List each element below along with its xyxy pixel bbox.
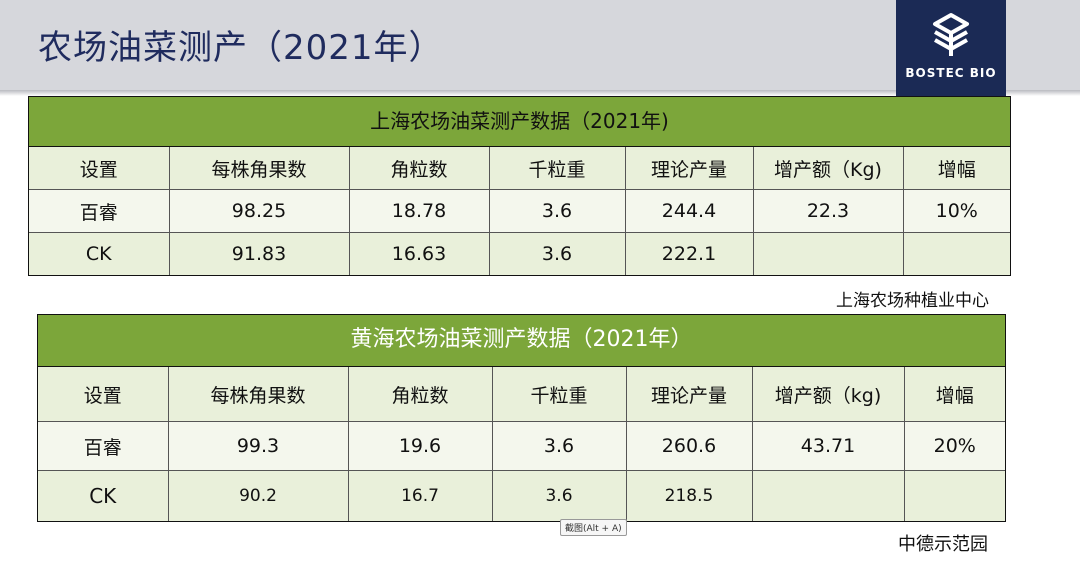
huanghai-yield-table: 黄海农场油菜测产数据（2021年） 设置 每株角果数 角粒数 千粒重 理论产量 … <box>37 314 1006 522</box>
page-title: 农场油菜测产（2021年） <box>38 28 444 68</box>
table-cell: 22.3 <box>752 189 904 233</box>
column-header: 角粒数 <box>348 147 490 190</box>
column-header: 理论产量 <box>624 147 754 190</box>
column-header: 理论产量 <box>625 367 753 422</box>
table-cell: 3.6 <box>491 421 627 471</box>
table-cell: 10% <box>902 189 1010 233</box>
column-header: 千粒重 <box>491 367 627 422</box>
table-cell: 3.6 <box>491 470 627 521</box>
table-row: CK 91.83 16.63 3.6 222.1 <box>29 232 1010 275</box>
shanghai-yield-table: 上海农场油菜测产数据（2021年) 设置 每株角果数 角粒数 千粒重 理论产量 … <box>28 96 1011 276</box>
table-cell: 218.5 <box>625 470 753 521</box>
table-header-row: 设置 每株角果数 角粒数 千粒重 理论产量 增产额（Kg) 增幅 <box>29 147 1010 190</box>
table-cell: 222.1 <box>624 232 754 275</box>
table-cell: 20% <box>903 421 1005 471</box>
table-cell: 99.3 <box>167 421 349 471</box>
table-cell: 90.2 <box>167 470 349 521</box>
table-cell: 260.6 <box>625 421 753 471</box>
table-row: 百睿 98.25 18.78 3.6 244.4 22.3 10% <box>29 189 1010 233</box>
table-cell: 18.78 <box>348 189 490 233</box>
table-cell: 百睿 <box>29 189 170 233</box>
table-row: CK 90.2 16.7 3.6 218.5 <box>38 470 1005 521</box>
table-cell: 98.25 <box>168 189 350 233</box>
column-header: 增产额（Kg) <box>752 147 904 190</box>
logo-icon <box>933 13 969 56</box>
column-header: 千粒重 <box>488 147 626 190</box>
data-table: 设置 每株角果数 角粒数 千粒重 理论产量 增产额（kg) 增幅 百睿 99.3… <box>38 367 1005 521</box>
data-table: 设置 每株角果数 角粒数 千粒重 理论产量 增产额（Kg) 增幅 百睿 98.2… <box>29 147 1010 275</box>
table-cell <box>751 470 905 521</box>
table-cell: 3.6 <box>488 232 626 275</box>
table-cell: 91.83 <box>168 232 350 275</box>
table-cell: CK <box>29 232 170 275</box>
company-logo: BOSTEC BIO <box>896 0 1006 96</box>
source-note: 中德示范园 <box>898 534 988 555</box>
table-cell: CK <box>38 470 169 521</box>
table-cell: 244.4 <box>624 189 754 233</box>
table-cell: 16.7 <box>347 470 493 521</box>
column-header: 角粒数 <box>347 367 493 422</box>
table-cell: 3.6 <box>488 189 626 233</box>
table-cell <box>903 470 1005 521</box>
table-cell: 43.71 <box>751 421 905 471</box>
header-divider <box>0 90 1080 96</box>
screenshot-tooltip: 截图(Alt + A) <box>560 519 627 536</box>
table-header-row: 设置 每株角果数 角粒数 千粒重 理论产量 增产额（kg) 增幅 <box>38 367 1005 422</box>
column-header: 增产额（kg) <box>751 367 905 422</box>
table-cell: 19.6 <box>347 421 493 471</box>
table-title: 上海农场油菜测产数据（2021年) <box>29 97 1010 147</box>
column-header: 每株角果数 <box>167 367 349 422</box>
column-header: 设置 <box>29 147 170 190</box>
table-cell: 百睿 <box>38 421 169 471</box>
column-header: 设置 <box>38 367 169 422</box>
column-header: 增幅 <box>903 367 1005 422</box>
table-row: 百睿 99.3 19.6 3.6 260.6 43.71 20% <box>38 421 1005 471</box>
column-header: 每株角果数 <box>168 147 350 190</box>
source-note: 上海农场种植业中心 <box>836 291 989 311</box>
table-cell <box>752 232 904 275</box>
table-title: 黄海农场油菜测产数据（2021年） <box>38 315 1005 367</box>
column-header: 增幅 <box>902 147 1010 190</box>
table-cell <box>902 232 1010 275</box>
logo-text: BOSTEC BIO <box>905 66 997 80</box>
table-cell: 16.63 <box>348 232 490 275</box>
